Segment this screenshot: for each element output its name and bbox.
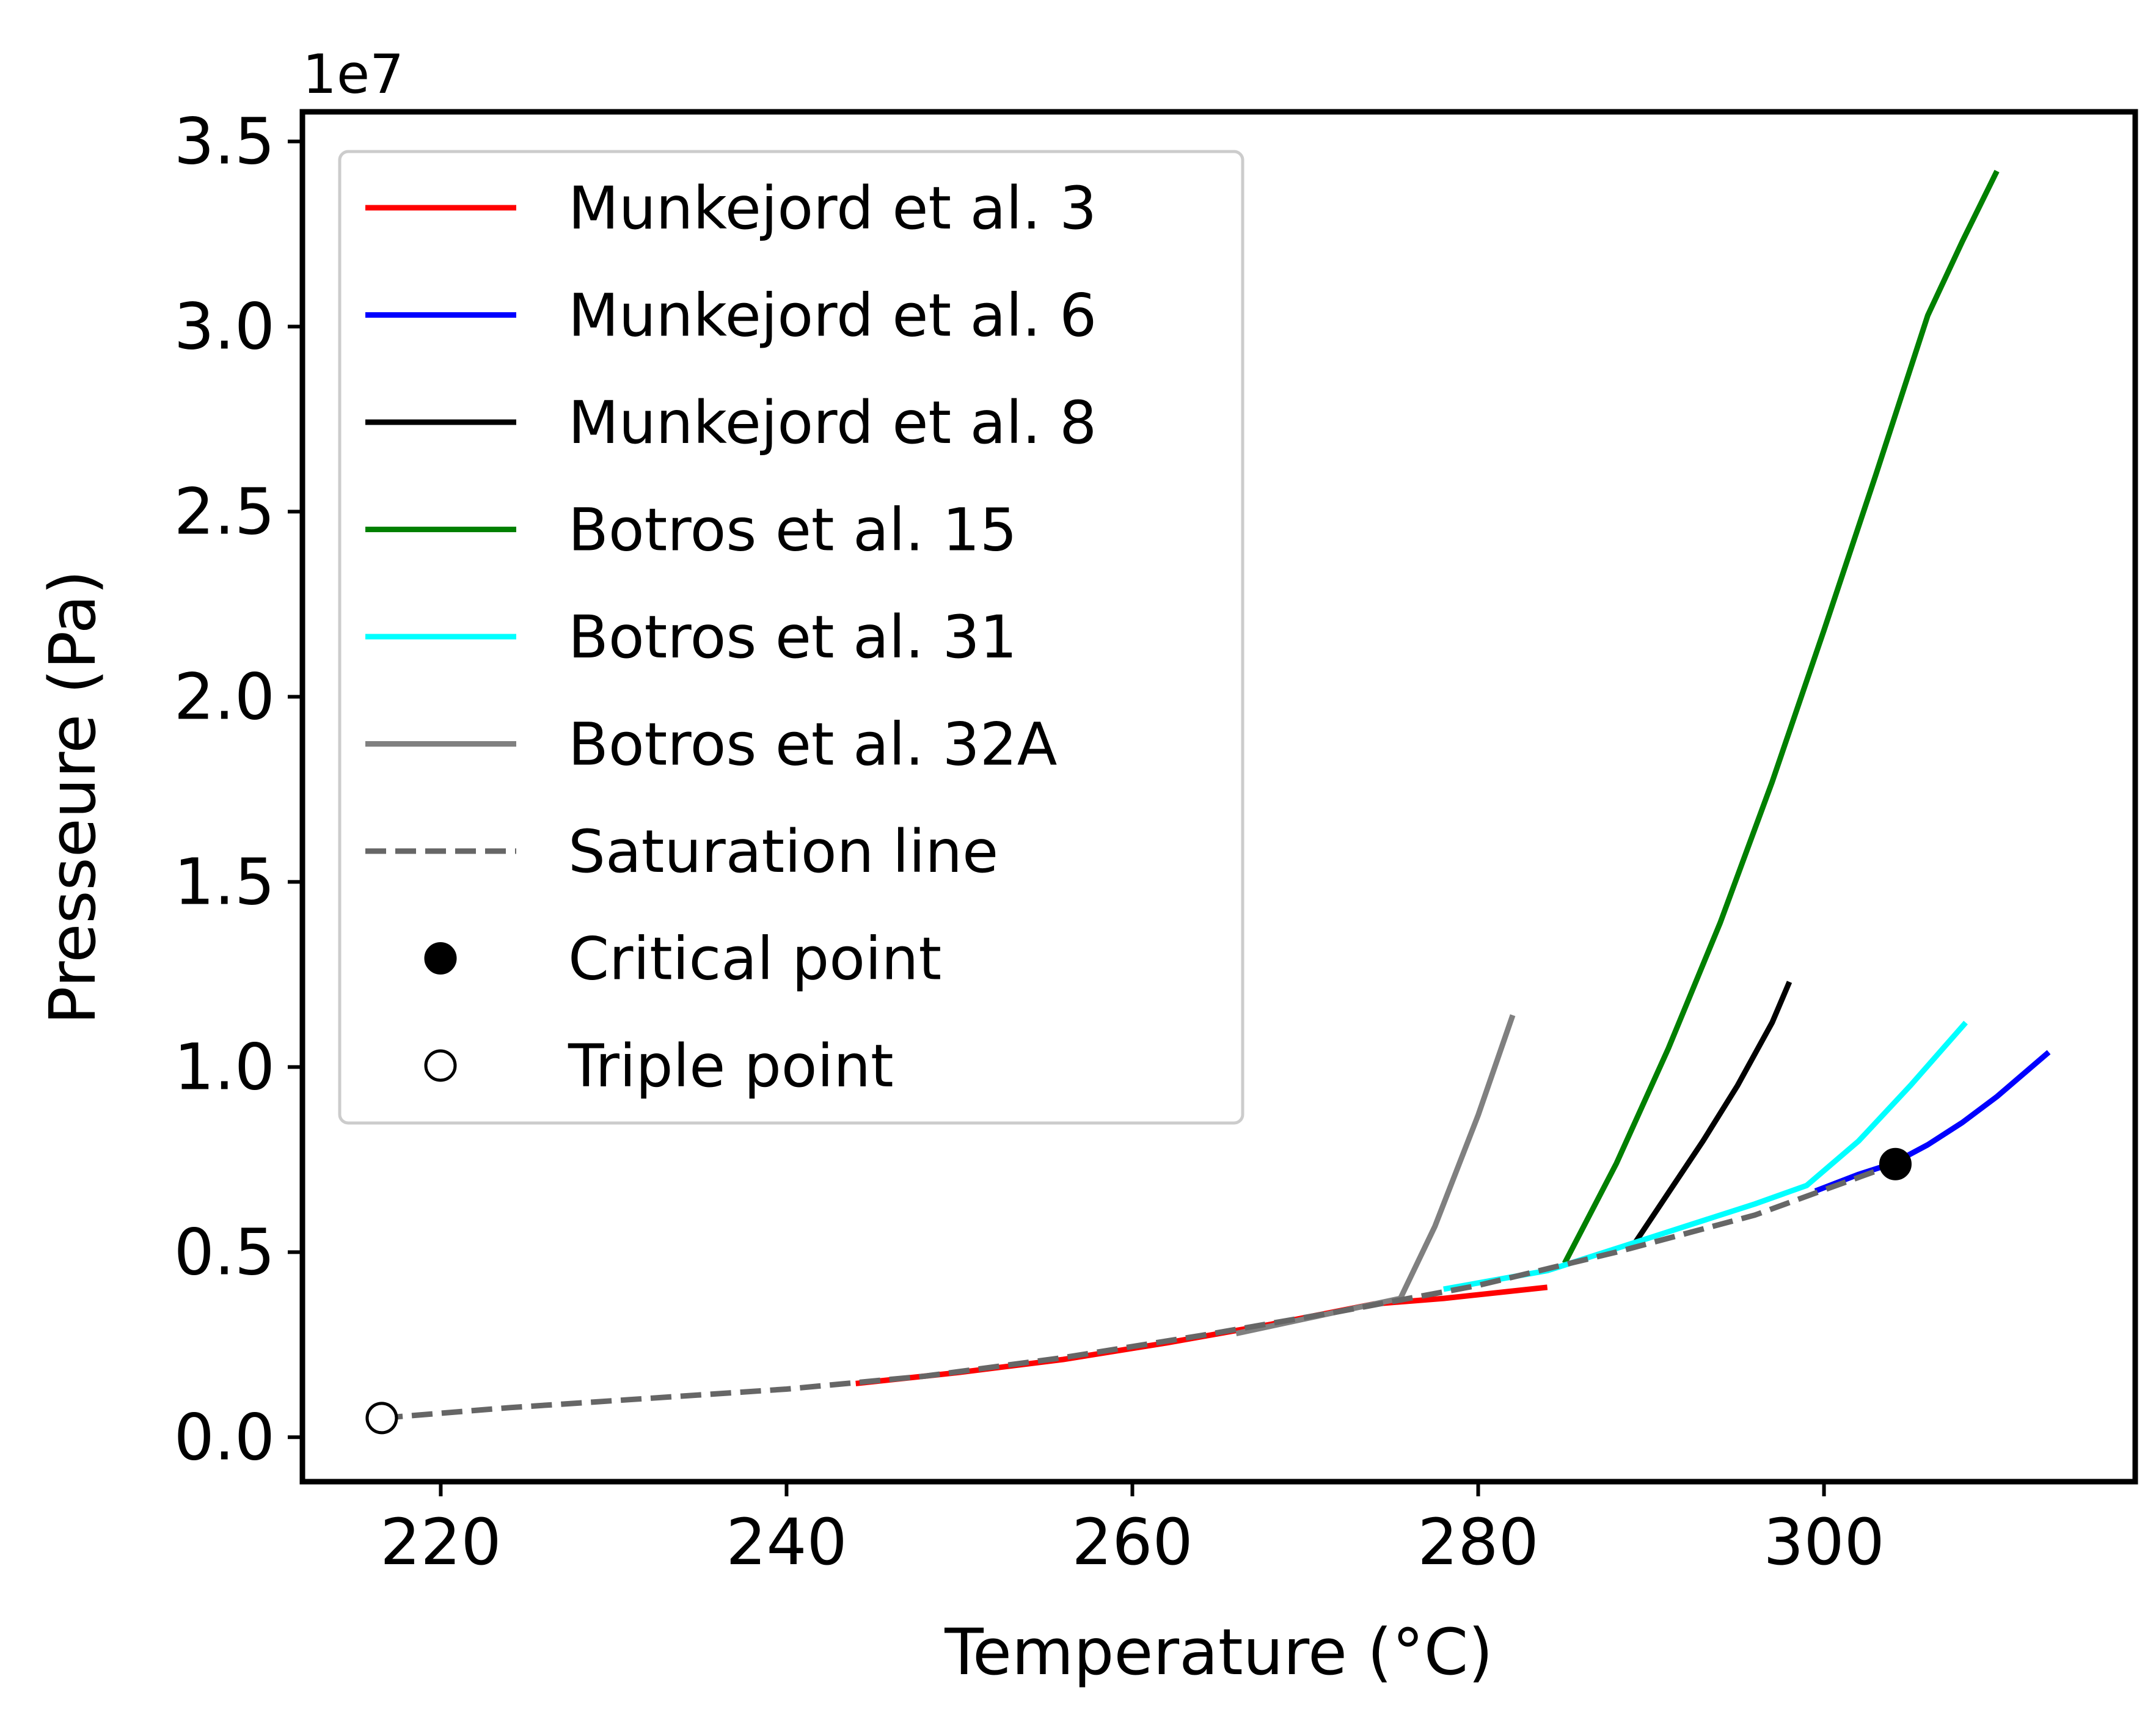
- y-tick-label: 2.5: [174, 474, 275, 549]
- x-tick-label: 300: [1763, 1505, 1885, 1579]
- legend-item-munkejord-et-al-8: Munkejord et al. 8: [365, 389, 1097, 457]
- y-tick-label: 2.0: [174, 659, 275, 734]
- legend-item-botros-et-al-32a: Botros et al. 32A: [365, 711, 1057, 779]
- legend-label: Munkejord et al. 6: [568, 282, 1097, 350]
- x-tick-label: 220: [380, 1505, 502, 1579]
- x-tick-label: 260: [1072, 1505, 1193, 1579]
- legend-item-botros-et-al-15: Botros et al. 15: [365, 496, 1017, 565]
- y-axis-label: Presseure (Pa): [35, 570, 110, 1025]
- legend-label: Munkejord et al. 8: [568, 389, 1097, 457]
- legend-item-triple-point: Triple point: [424, 1032, 894, 1100]
- series-line-saturation-line: [381, 1161, 1896, 1421]
- legend-label: Botros et al. 15: [568, 496, 1017, 565]
- legend-item-munkejord-et-al-3: Munkejord et al. 3: [365, 174, 1097, 243]
- legend-label: Critical point: [568, 925, 941, 993]
- plot-area: [365, 170, 2051, 1435]
- y-tick-label: 3.0: [174, 289, 275, 364]
- x-tick-label: 280: [1417, 1505, 1539, 1579]
- legend-label: Triple point: [568, 1032, 894, 1100]
- legend-item-critical-point: Critical point: [424, 925, 941, 993]
- legend: Munkejord et al. 3 Munkejord et al. 6 Munk…: [338, 150, 1244, 1125]
- y-axis-ticks: 0.0 0.5 1.0 1.5 2.0 2.5 3.0 3.5: [174, 104, 302, 1474]
- series-line-botros-et-al-15: [1562, 170, 2000, 1265]
- legend-label: Saturation line: [568, 818, 998, 886]
- series-line-munkejord-et-al-6: [1814, 1050, 2051, 1194]
- marker-critical-point: [1879, 1147, 1912, 1180]
- legend-item-saturation-line: Saturation line: [365, 818, 998, 886]
- series-line-botros-et-al-31: [1443, 1020, 1968, 1292]
- y-tick-label: 0.0: [174, 1400, 275, 1474]
- y-tick-label: 1.5: [174, 844, 275, 919]
- legend-label: Botros et al. 32A: [568, 711, 1057, 779]
- y-tick-label: 0.5: [174, 1215, 275, 1289]
- legend-swatch: [424, 1049, 457, 1082]
- legend-swatch: [424, 942, 457, 975]
- legend-item-munkejord-et-al-6: Munkejord et al. 6: [365, 282, 1097, 350]
- legend-label: Botros et al. 31: [568, 603, 1017, 671]
- axes-frame: [299, 109, 2138, 1485]
- y-tick-label: 1.0: [174, 1030, 275, 1104]
- marker-triple-point: [365, 1402, 398, 1435]
- x-axis-ticks: 220 240 260 280 300: [380, 1482, 1885, 1579]
- x-tick-label: 240: [726, 1505, 847, 1579]
- legend-item-botros-et-al-31: Botros et al. 31: [365, 603, 1017, 671]
- series-line-munkejord-et-al-8: [1631, 981, 1792, 1246]
- y-axis-offset-label: 1e7: [302, 43, 404, 106]
- legend-box: [338, 150, 1244, 1125]
- y-tick-label: 3.5: [174, 104, 275, 178]
- x-axis-label: Temperature (°C): [944, 1615, 1493, 1689]
- legend-label: Munkejord et al. 3: [568, 174, 1097, 243]
